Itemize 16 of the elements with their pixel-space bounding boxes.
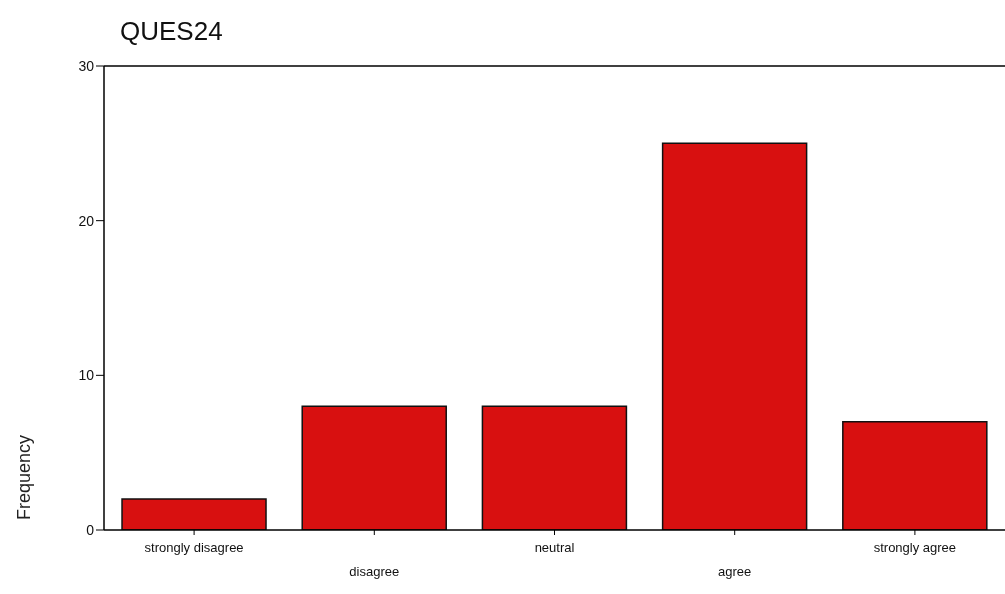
bar xyxy=(661,142,808,530)
bar xyxy=(481,405,628,530)
x-tick-label: neutral xyxy=(534,540,575,555)
x-tick-label: strongly agree xyxy=(873,540,957,555)
x-tick-label: strongly disagree xyxy=(144,540,244,555)
bar xyxy=(121,498,267,530)
y-axis-title: Frequency xyxy=(14,434,34,520)
x-tick-label: agree xyxy=(718,564,752,579)
chart-title: QUES24 xyxy=(120,16,223,47)
y-tick-label: 20 xyxy=(78,212,95,229)
bar xyxy=(842,420,988,530)
y-tick-label: 30 xyxy=(78,57,95,74)
y-tick-label: 0 xyxy=(86,521,95,538)
x-tick-label: disagree xyxy=(349,564,400,579)
bar xyxy=(301,405,447,530)
y-tick-label: 10 xyxy=(78,367,95,384)
